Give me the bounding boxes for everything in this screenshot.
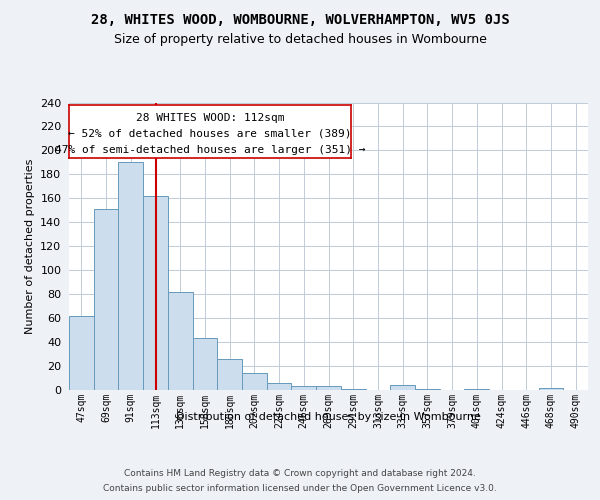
Text: Contains HM Land Registry data © Crown copyright and database right 2024.: Contains HM Land Registry data © Crown c… (124, 469, 476, 478)
Text: Contains public sector information licensed under the Open Government Licence v3: Contains public sector information licen… (103, 484, 497, 493)
Bar (94, 209, 118, 390)
Bar (69, 316, 94, 390)
Bar (390, 385, 415, 390)
Bar (292, 386, 316, 390)
Bar (464, 389, 489, 390)
Bar (539, 388, 563, 390)
Text: Distribution of detached houses by size in Wombourne: Distribution of detached houses by size … (176, 412, 481, 422)
Bar (267, 383, 292, 390)
Text: Size of property relative to detached houses in Wombourne: Size of property relative to detached ho… (113, 32, 487, 46)
Text: 28 WHITES WOOD: 112sqm: 28 WHITES WOOD: 112sqm (136, 113, 284, 123)
Bar (118, 162, 143, 390)
Bar (415, 389, 440, 390)
Y-axis label: Number of detached properties: Number of detached properties (25, 158, 35, 334)
Bar (168, 292, 193, 390)
Bar (316, 386, 341, 390)
Text: 28, WHITES WOOD, WOMBOURNE, WOLVERHAMPTON, WV5 0JS: 28, WHITES WOOD, WOMBOURNE, WOLVERHAMPTO… (91, 12, 509, 26)
Text: 47% of semi-detached houses are larger (351) →: 47% of semi-detached houses are larger (… (55, 144, 365, 154)
Bar (217, 359, 242, 390)
Bar (143, 196, 168, 390)
Bar (341, 389, 365, 390)
Text: ← 52% of detached houses are smaller (389): ← 52% of detached houses are smaller (38… (68, 129, 352, 139)
Bar (193, 338, 217, 390)
Bar (242, 373, 267, 390)
